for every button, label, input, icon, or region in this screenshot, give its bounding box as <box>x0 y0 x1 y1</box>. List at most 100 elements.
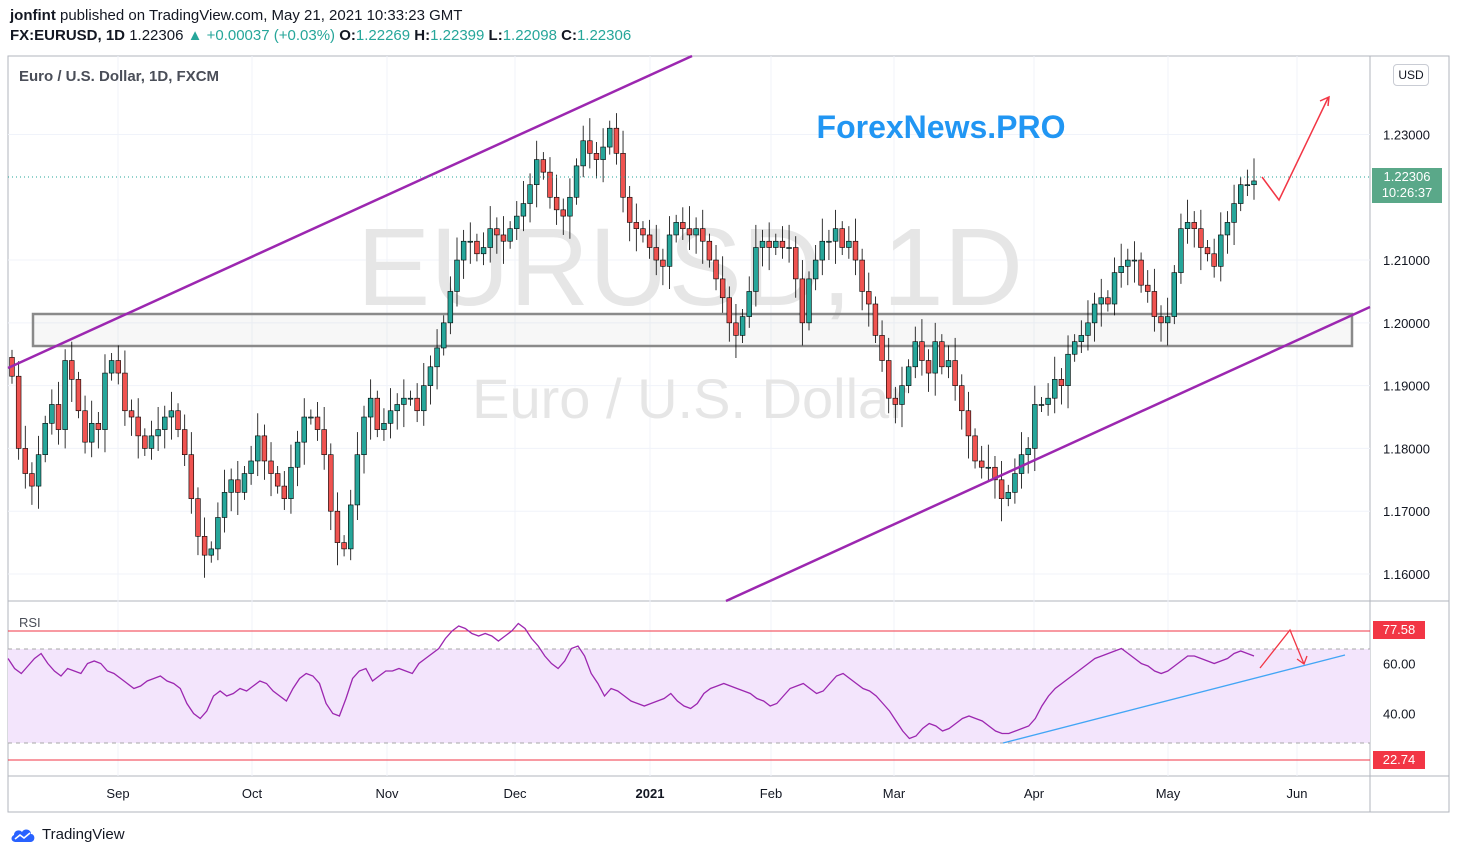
support-zone[interactable] <box>31 312 1354 348</box>
candle <box>1065 353 1071 386</box>
tradingview-logo[interactable]: TradingView <box>10 826 125 843</box>
rsi-trend-line[interactable] <box>1002 654 1346 744</box>
candle <box>587 140 593 154</box>
ohlc-line: FX:EURUSD, 1D 1.22306 ▲ +0.00037 (+0.03%… <box>10 26 631 46</box>
pane-title: Euro / U.S. Dollar, 1D, FXCM <box>19 68 219 85</box>
candle <box>533 159 540 186</box>
candle <box>29 473 35 487</box>
price-change: ▲ +0.00037 (+0.03%) <box>187 27 336 44</box>
candle <box>786 247 792 249</box>
candle <box>713 259 719 280</box>
candle <box>839 228 845 248</box>
candle <box>540 159 547 173</box>
candle <box>527 184 533 204</box>
candle <box>1045 397 1051 405</box>
candle <box>972 435 978 462</box>
candle <box>321 429 327 456</box>
time-tick-label: Oct <box>242 786 263 801</box>
rsi-axis-labels: 40.00 60.00 <box>1383 657 1416 722</box>
candle <box>706 240 713 261</box>
candle <box>1052 379 1058 399</box>
price-tick-label: 1.17000 <box>1383 504 1430 519</box>
candle <box>626 196 633 223</box>
candle <box>547 171 553 198</box>
candle <box>361 416 367 456</box>
candle <box>812 259 819 280</box>
candle <box>686 228 693 236</box>
rsi-line <box>7 622 1255 740</box>
candle <box>454 259 460 292</box>
candle <box>580 140 586 167</box>
candle <box>886 360 892 399</box>
candle <box>879 335 885 361</box>
candle <box>1211 253 1217 267</box>
candle <box>872 303 879 336</box>
time-axis-labels: Sep Oct Nov Dec 2021 Feb Mar Apr May Jun <box>106 786 1307 801</box>
candle <box>1171 272 1177 317</box>
rsi-forecast-arrow[interactable] <box>1259 628 1305 669</box>
candle <box>719 278 726 299</box>
price-axis-labels: 1.16000 1.17000 1.18000 1.19000 1.20000 1.210… <box>1383 127 1430 582</box>
candle <box>819 240 825 261</box>
candle <box>593 153 600 160</box>
time-tick-label: Sep <box>106 786 129 801</box>
candle <box>108 360 115 374</box>
candle <box>115 360 121 374</box>
candle <box>82 410 88 443</box>
candle <box>122 372 128 412</box>
currency-badge[interactable]: USD <box>1393 64 1429 86</box>
candle <box>367 397 374 418</box>
candle <box>1191 222 1197 229</box>
candle <box>401 397 407 405</box>
close-label: C: <box>561 27 577 44</box>
candle <box>348 504 354 550</box>
price-tick-label: 1.23000 <box>1383 127 1430 142</box>
candle <box>859 259 865 292</box>
candle <box>1184 222 1191 229</box>
rsi-tick-label: 60.00 <box>1383 657 1416 672</box>
candle <box>1204 247 1211 255</box>
price-tick-label: 1.21000 <box>1383 253 1430 268</box>
candle <box>241 473 248 493</box>
forecast-arrowhead <box>1319 95 1330 107</box>
candle <box>1158 316 1164 324</box>
candle <box>892 397 899 405</box>
candle <box>1032 404 1038 449</box>
time-tick-label: 2021 <box>636 786 665 801</box>
forecast-arrow[interactable] <box>1261 97 1329 202</box>
candle <box>314 416 321 430</box>
open-label: O: <box>339 27 356 44</box>
candle <box>560 209 566 217</box>
candle <box>793 247 799 280</box>
price-tick-label: 1.18000 <box>1383 441 1430 456</box>
candle <box>195 498 201 537</box>
candle <box>208 548 214 556</box>
high-value: 1.22399 <box>430 27 485 44</box>
candle <box>866 291 872 305</box>
candle <box>912 341 918 368</box>
candle <box>188 454 195 499</box>
publisher-name[interactable]: jonfint <box>10 7 56 24</box>
time-tick-label: Jun <box>1287 786 1308 801</box>
channel-upper-line[interactable] <box>7 54 693 370</box>
candle <box>42 423 48 456</box>
candle <box>653 247 659 261</box>
candle <box>414 397 420 412</box>
time-tick-label: Apr <box>1024 786 1045 801</box>
candle <box>22 448 28 474</box>
candle <box>1251 180 1257 186</box>
price-tick-label: 1.19000 <box>1383 379 1430 394</box>
candle <box>175 410 181 430</box>
candle <box>1138 259 1144 286</box>
candle <box>945 360 952 368</box>
candle <box>1091 303 1098 324</box>
candle <box>328 454 334 512</box>
chart-header: jonfint published on TradingView.com, Ma… <box>10 6 631 46</box>
candle <box>600 146 606 160</box>
time-tick-label: Feb <box>760 786 782 801</box>
candle <box>69 360 75 380</box>
channel-lower-line[interactable] <box>725 305 1371 603</box>
candle <box>507 228 513 242</box>
candle <box>1178 228 1184 273</box>
